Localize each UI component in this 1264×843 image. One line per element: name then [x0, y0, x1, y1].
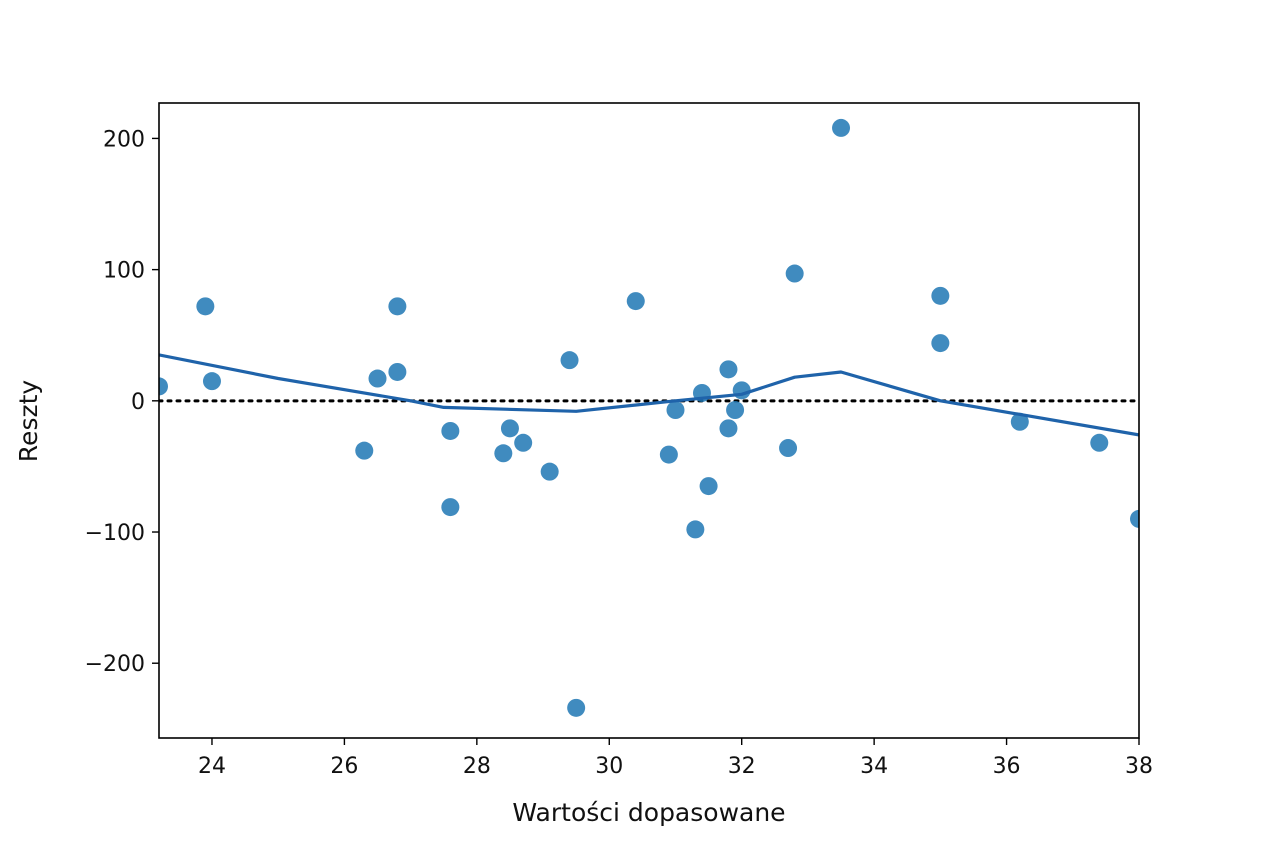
x-tick-label: 32 — [728, 754, 756, 779]
data-point — [368, 369, 387, 388]
x-tick-label: 34 — [860, 754, 888, 779]
data-point — [1090, 433, 1109, 452]
x-tick-label: 30 — [595, 754, 623, 779]
data-point — [514, 433, 533, 452]
data-point — [659, 445, 678, 464]
data-point — [785, 264, 804, 283]
data-point — [1130, 509, 1139, 528]
data-point — [719, 419, 738, 438]
x-tick-label: 24 — [198, 754, 226, 779]
data-point — [1010, 412, 1029, 431]
data-point — [931, 334, 950, 353]
data-point — [699, 477, 718, 496]
data-point — [388, 362, 407, 381]
y-tick-label: 200 — [103, 127, 145, 152]
data-point — [666, 401, 685, 420]
data-point — [567, 698, 586, 717]
x-axis-label: Wartości dopasowane — [512, 798, 785, 827]
x-tick-label: 38 — [1125, 754, 1153, 779]
data-point — [719, 360, 738, 379]
data-point — [832, 118, 851, 137]
data-point — [494, 444, 513, 463]
y-tick-label: 100 — [103, 259, 145, 284]
data-point — [732, 381, 751, 400]
data-point — [355, 441, 374, 460]
plot-area — [159, 118, 1139, 717]
y-tick-label: −100 — [85, 521, 145, 546]
y-tick-label: −200 — [85, 652, 145, 677]
y-tick-label: 0 — [131, 390, 145, 415]
axes-frame — [158, 102, 1140, 739]
y-axis-label: Reszty — [14, 380, 43, 463]
data-point — [686, 520, 705, 539]
x-tick-label: 26 — [330, 754, 358, 779]
data-point — [202, 372, 221, 391]
data-point — [196, 297, 215, 316]
data-point — [779, 439, 798, 458]
x-tick-label: 28 — [463, 754, 491, 779]
x-axis: 24 26 28 30 32 34 36 38 — [198, 738, 1153, 779]
data-point — [441, 498, 460, 517]
data-point — [931, 286, 950, 305]
data-point — [159, 377, 168, 396]
data-point — [726, 401, 745, 420]
x-tick-label: 36 — [993, 754, 1021, 779]
data-point — [388, 297, 407, 316]
y-axis: −200 −100 0 100 200 — [85, 127, 159, 677]
lowess-smooth-line — [159, 353, 1139, 437]
data-point — [540, 462, 559, 481]
data-point — [560, 351, 579, 370]
data-point — [441, 421, 460, 440]
data-point — [626, 292, 645, 311]
data-point — [500, 419, 519, 438]
